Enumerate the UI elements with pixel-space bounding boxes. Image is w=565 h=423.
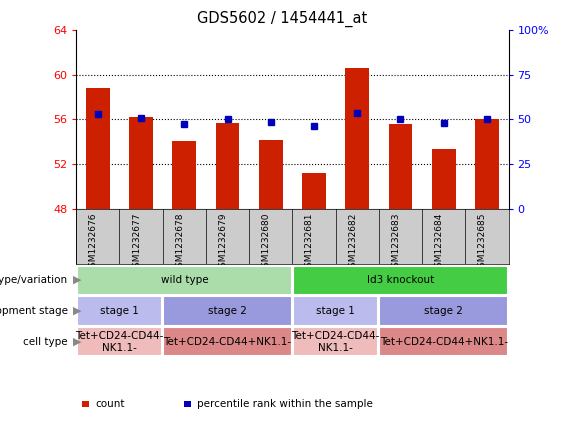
- Text: GSM1232683: GSM1232683: [392, 212, 401, 273]
- Bar: [293, 266, 508, 295]
- Bar: [389, 124, 412, 209]
- Bar: [86, 88, 110, 209]
- Bar: [216, 123, 240, 209]
- Bar: [293, 297, 379, 326]
- Bar: [259, 140, 282, 209]
- Bar: [77, 297, 162, 326]
- Bar: [432, 149, 455, 209]
- Text: GSM1232676: GSM1232676: [89, 212, 98, 273]
- Bar: [129, 117, 153, 209]
- Bar: [345, 68, 369, 209]
- Text: ▶: ▶: [73, 306, 82, 316]
- Bar: [293, 327, 379, 357]
- Text: GSM1232680: GSM1232680: [262, 212, 271, 273]
- Text: Tet+CD24-CD44-
NK1.1-: Tet+CD24-CD44- NK1.1-: [75, 331, 164, 353]
- Text: stage 1: stage 1: [100, 306, 139, 316]
- Text: stage 2: stage 2: [208, 306, 247, 316]
- Text: development stage: development stage: [0, 306, 68, 316]
- Text: GSM1232684: GSM1232684: [434, 212, 444, 272]
- Text: wild type: wild type: [160, 275, 208, 285]
- Text: GSM1232678: GSM1232678: [175, 212, 184, 273]
- Text: Id3 knockout: Id3 knockout: [367, 275, 434, 285]
- Text: genotype/variation: genotype/variation: [0, 275, 68, 285]
- Text: stage 1: stage 1: [316, 306, 355, 316]
- Bar: [77, 327, 162, 357]
- Bar: [379, 327, 508, 357]
- Text: ▶: ▶: [73, 337, 82, 347]
- Text: GSM1232685: GSM1232685: [478, 212, 487, 273]
- Text: GSM1232677: GSM1232677: [132, 212, 141, 273]
- Text: GSM1232682: GSM1232682: [348, 212, 357, 272]
- Text: Tet+CD24-CD44+NK1.1-: Tet+CD24-CD44+NK1.1-: [380, 337, 508, 347]
- Text: Tet+CD24-CD44-
NK1.1-: Tet+CD24-CD44- NK1.1-: [292, 331, 380, 353]
- Bar: [302, 173, 326, 209]
- Text: GSM1232681: GSM1232681: [305, 212, 314, 273]
- Text: stage 2: stage 2: [424, 306, 463, 316]
- Text: percentile rank within the sample: percentile rank within the sample: [197, 399, 372, 409]
- Bar: [163, 327, 292, 357]
- Bar: [475, 119, 499, 209]
- Bar: [163, 297, 292, 326]
- Bar: [172, 141, 196, 209]
- Text: count: count: [95, 399, 124, 409]
- Text: Tet+CD24-CD44+NK1.1-: Tet+CD24-CD44+NK1.1-: [163, 337, 292, 347]
- Bar: [379, 297, 508, 326]
- Text: ▶: ▶: [73, 275, 82, 285]
- Text: GSM1232679: GSM1232679: [219, 212, 228, 273]
- Bar: [77, 266, 292, 295]
- Text: cell type: cell type: [23, 337, 68, 347]
- Text: GDS5602 / 1454441_at: GDS5602 / 1454441_at: [197, 11, 368, 27]
